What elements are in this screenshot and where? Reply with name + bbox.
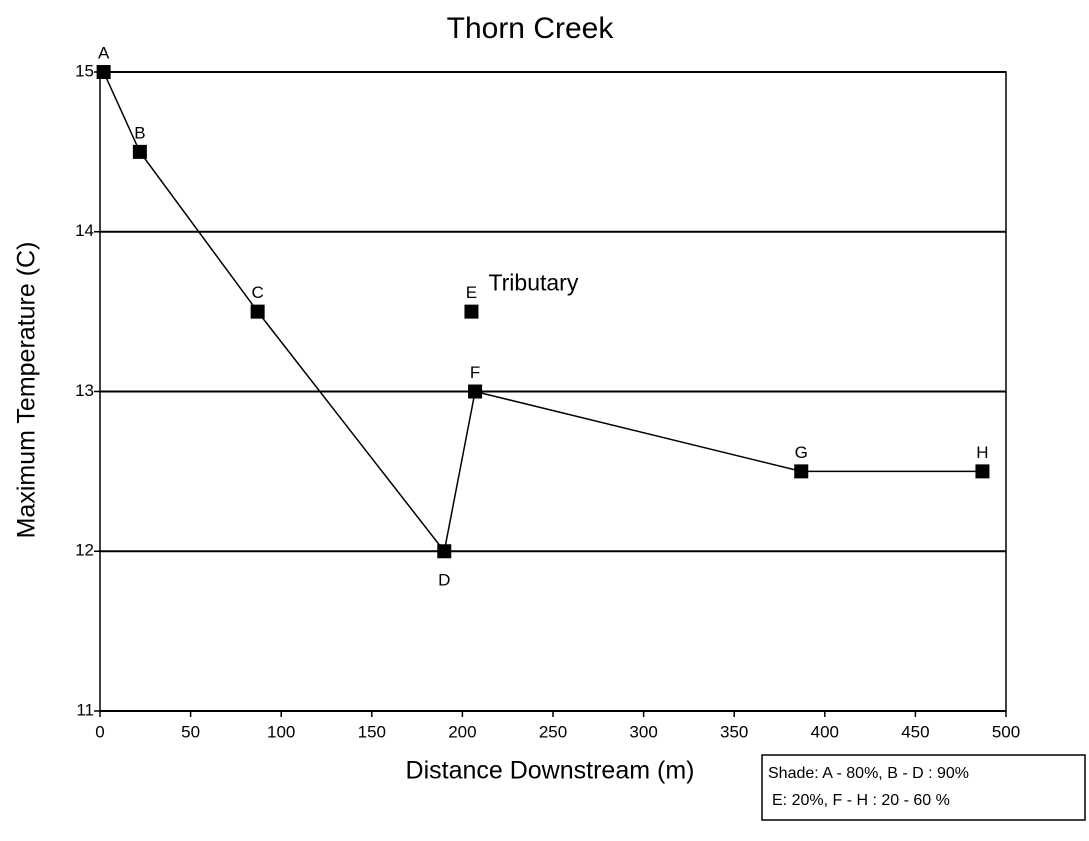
point-label: F (470, 363, 480, 382)
point-label: B (134, 123, 145, 142)
x-tick-label: 450 (901, 722, 929, 741)
x-axis-label: Distance Downstream (m) (406, 757, 695, 785)
point (250, 304, 265, 319)
point-label: A (98, 43, 110, 62)
x-tick-label: 50 (181, 722, 200, 741)
chart-title: Thorn Creek (447, 12, 615, 45)
note-line: E: 20%, F - H : 20 - 60 % (772, 792, 950, 809)
note-box (761, 754, 1086, 821)
point-label: G (795, 443, 808, 462)
point-label: H (976, 443, 988, 462)
point-label: C (252, 283, 264, 302)
line (102, 71, 983, 554)
point (794, 464, 809, 479)
x-tick-label: 100 (267, 722, 295, 741)
y-tick-label: 12 (75, 541, 94, 560)
x-tick-label: 400 (811, 722, 839, 741)
y-tick-label: 15 (75, 61, 94, 80)
point (464, 304, 479, 319)
x-tick-label: 200 (448, 722, 476, 741)
x-tick-label: 350 (720, 722, 748, 741)
point (437, 544, 452, 559)
note-line: Shade: A - 80%, B - D : 90% (768, 765, 969, 782)
point (975, 464, 990, 479)
x-tick-label: 300 (629, 722, 657, 741)
point (132, 144, 147, 159)
y-axis-label: Maximum Temperature (C) (13, 242, 41, 539)
y-tick-label: 13 (75, 381, 94, 400)
point (96, 65, 111, 79)
point-label: E (466, 283, 477, 302)
y-tick-label: 11 (76, 700, 94, 719)
y-tick-label: 14 (75, 221, 94, 240)
x-tick-label: 0 (95, 722, 104, 741)
annotation: Tributary (488, 270, 578, 296)
x-tick-label: 500 (992, 722, 1020, 741)
point-label: D (438, 571, 450, 590)
x-tick-label: 150 (358, 722, 386, 741)
x-tick-label: 250 (539, 722, 567, 741)
point (468, 384, 483, 399)
